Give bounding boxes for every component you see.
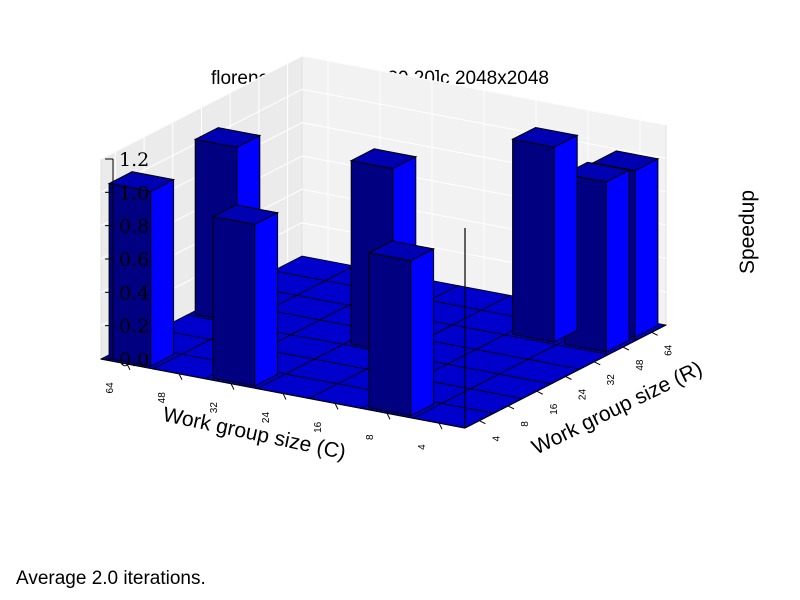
bar-top-face — [367, 240, 436, 262]
z-axis-label: Speedup — [736, 190, 759, 274]
x-tick — [334, 403, 339, 410]
y-tick — [536, 390, 544, 395]
y-tick-label: 64 — [664, 344, 675, 356]
x-tick-label: 8 — [365, 434, 376, 440]
y-tick — [507, 405, 515, 410]
bar-top-face — [591, 150, 660, 172]
x-tick — [438, 422, 443, 430]
z-tick-label: 0.2 — [119, 316, 149, 338]
z-tick-label: 0.8 — [119, 216, 149, 238]
bar-front-face — [108, 182, 152, 368]
bars — [107, 126, 660, 417]
y-tick — [479, 420, 486, 425]
y-tick-label: 16 — [549, 403, 560, 415]
bar-side-face — [150, 178, 175, 368]
bar-front-face — [212, 215, 256, 387]
z-tick-label: 0.6 — [119, 249, 149, 271]
z-tick-label: 0.4 — [119, 282, 149, 304]
y-tick — [622, 346, 630, 351]
y-tick-label: 4 — [491, 435, 502, 441]
bar — [107, 171, 176, 368]
y-tick — [565, 376, 572, 380]
z-tick-label: 1.2 — [119, 149, 149, 171]
bar-top-face — [511, 126, 579, 148]
bar-side-face — [254, 211, 279, 387]
bar — [211, 204, 280, 387]
grid-line — [100, 55, 667, 160]
floor-tile — [272, 255, 356, 282]
bar — [367, 240, 436, 417]
bar-top-face — [211, 204, 280, 225]
y-tick — [593, 361, 601, 366]
x-tick — [282, 393, 287, 400]
x-tick-label: 32 — [209, 402, 220, 414]
y-tick-label: 24 — [578, 389, 589, 401]
bar-top-face — [349, 148, 418, 170]
x-tick — [126, 363, 131, 371]
x-tick — [386, 412, 391, 420]
bar-front-face — [512, 138, 555, 343]
bar-top-face — [563, 161, 631, 183]
x-tick — [178, 373, 183, 381]
x-tick-label: 48 — [157, 392, 168, 404]
z-tick-label: 1.0 — [119, 182, 149, 204]
bar-side-face — [410, 248, 435, 417]
bar-top-face — [193, 127, 262, 148]
x-tick-label: 4 — [417, 444, 428, 450]
x-tick — [230, 383, 235, 390]
bar — [511, 126, 579, 343]
x-tick-label: 16 — [313, 421, 324, 433]
y-tick-label: 8 — [520, 421, 531, 427]
bar-top-face — [107, 171, 176, 192]
footnote: Average 2.0 iterations. — [16, 568, 206, 589]
bar-side-face — [605, 169, 630, 353]
bar-front-face — [368, 252, 412, 417]
bar-side-face — [634, 157, 659, 339]
y-tick-label: 48 — [635, 359, 646, 371]
y-tick-label: 32 — [606, 374, 617, 386]
x-tick-label: 64 — [105, 382, 116, 394]
y-tick — [651, 331, 658, 336]
x-tick-label: 24 — [261, 412, 272, 424]
z-tick-label: 0.0 — [119, 349, 149, 371]
bar-side-face — [553, 134, 578, 343]
